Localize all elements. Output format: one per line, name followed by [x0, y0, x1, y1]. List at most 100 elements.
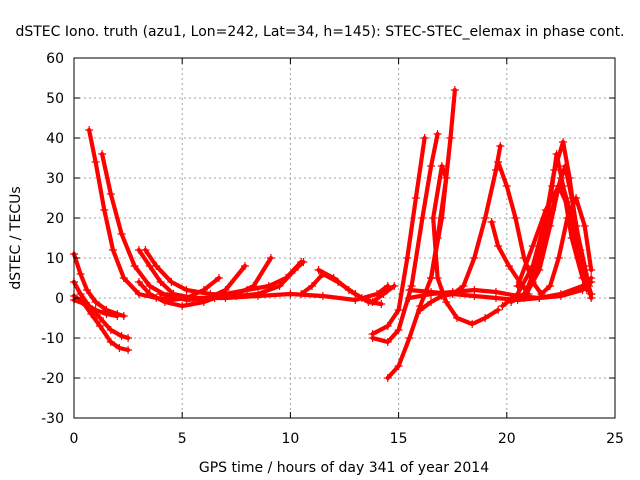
data-point-marker [394, 326, 403, 334]
data-point-marker [537, 246, 546, 254]
series-line [526, 175, 594, 297]
data-point-marker [546, 282, 555, 290]
data-point-marker [91, 306, 100, 314]
data-point-marker [390, 282, 399, 290]
y-tick-label: 50 [46, 91, 64, 107]
series-14 [368, 130, 442, 346]
data-point-marker [470, 254, 479, 262]
data-point-marker [91, 158, 100, 166]
data-point-marker [394, 306, 403, 314]
y-tick-label: 60 [46, 51, 64, 67]
data-point-marker [383, 338, 392, 346]
series-21 [494, 158, 596, 298]
series-line [496, 159, 594, 297]
data-point-marker [314, 266, 323, 274]
data-point-marker [411, 194, 420, 202]
data-point-marker [167, 278, 176, 286]
data-point-marker [550, 166, 559, 174]
data-point-marker [240, 262, 249, 270]
data-point-marker [511, 214, 520, 222]
y-tick-label: 20 [46, 211, 64, 227]
data-point-marker [383, 322, 392, 330]
data-point-marker [124, 346, 133, 354]
data-point-marker [453, 314, 462, 322]
data-point-marker [106, 338, 115, 346]
data-point-marker [446, 134, 455, 142]
data-point-marker [76, 270, 85, 278]
data-point-marker [297, 258, 306, 266]
chart-title: dSTEC Iono. truth (azu1, Lon=242, Lat=34… [15, 24, 624, 40]
series-line [370, 135, 427, 337]
data-point-marker [405, 294, 414, 302]
data-point-marker [95, 322, 104, 330]
series-17 [427, 162, 503, 328]
data-point-marker [587, 290, 596, 298]
data-point-marker [368, 334, 377, 342]
data-point-marker [481, 214, 490, 222]
y-tick-label: -10 [41, 331, 64, 347]
data-point-marker [504, 262, 513, 270]
data-point-marker [470, 292, 479, 300]
data-point-marker [502, 182, 511, 190]
data-point-marker [377, 300, 386, 308]
data-point-marker [108, 246, 117, 254]
data-point-marker [98, 150, 107, 158]
data-point-marker [405, 334, 414, 342]
data-point-marker [106, 190, 115, 198]
data-point-marker [253, 292, 262, 300]
data-point-marker [541, 206, 550, 214]
data-point-marker [100, 206, 109, 214]
data-point-marker [329, 274, 338, 282]
data-point-marker [556, 174, 565, 182]
data-point-marker [156, 290, 165, 298]
data-point-marker [91, 298, 100, 306]
data-point-marker [468, 320, 477, 328]
data-point-marker [587, 266, 596, 274]
data-point-marker [448, 290, 457, 298]
x-tick-label: 15 [390, 431, 408, 447]
data-point-marker [308, 282, 317, 290]
data-point-marker [582, 286, 591, 294]
data-point-marker [124, 334, 133, 342]
axis-ticks: 0 5 10 15 20 25 -30 -20 -10 0 10 20 30 40 50 60 [41, 51, 624, 447]
data-series [70, 86, 596, 382]
data-point-marker [433, 130, 442, 138]
data-point-marker [405, 286, 414, 294]
data-point-marker [113, 312, 122, 320]
series-26 [513, 182, 591, 294]
y-tick-label: 40 [46, 131, 64, 147]
data-point-marker [145, 290, 154, 298]
data-point-marker [433, 234, 442, 242]
data-point-marker [102, 310, 111, 318]
y-tick-label: 30 [46, 171, 64, 187]
data-point-marker [189, 294, 198, 302]
data-point-marker [318, 292, 327, 300]
data-point-marker [520, 294, 529, 302]
data-point-marker [160, 298, 169, 306]
data-point-marker [574, 254, 583, 262]
data-point-marker [243, 286, 252, 294]
data-point-marker [344, 286, 353, 294]
data-point-marker [494, 242, 503, 250]
data-point-marker [357, 294, 366, 302]
data-point-marker [528, 242, 537, 250]
x-tick-label: 25 [606, 431, 624, 447]
data-point-marker [95, 314, 104, 322]
data-point-marker [481, 314, 490, 322]
x-tick-label: 10 [281, 431, 299, 447]
data-point-marker [561, 162, 570, 170]
y-axis-label: dSTEC / TECUs [8, 186, 24, 289]
data-point-marker [433, 274, 442, 282]
data-point-marker [459, 282, 468, 290]
series-19 [405, 274, 596, 304]
data-point-marker [214, 274, 223, 282]
data-point-marker [427, 288, 436, 296]
series-line [407, 275, 594, 303]
data-point-marker [394, 362, 403, 370]
data-point-marker [416, 306, 425, 314]
series-line [370, 131, 440, 345]
data-point-marker [524, 282, 533, 290]
y-tick-label: 0 [55, 291, 64, 307]
data-point-marker [427, 162, 436, 170]
